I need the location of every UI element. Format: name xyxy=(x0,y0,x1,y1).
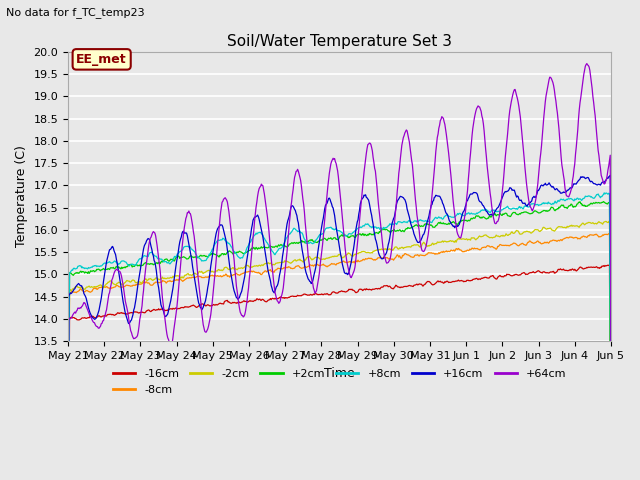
-16cm xyxy=(421,281,429,287)
+64cm xyxy=(421,246,429,252)
X-axis label: Time: Time xyxy=(324,367,355,380)
+64cm xyxy=(74,305,82,311)
Title: Soil/Water Temperature Set 3: Soil/Water Temperature Set 3 xyxy=(227,34,452,49)
+8cm xyxy=(130,262,138,267)
+8cm xyxy=(74,264,82,269)
+16cm xyxy=(421,227,429,233)
+16cm xyxy=(185,240,193,246)
Line: -8cm: -8cm xyxy=(68,233,611,480)
-16cm xyxy=(604,262,612,268)
-2cm xyxy=(130,277,138,283)
-2cm xyxy=(421,241,429,247)
-8cm xyxy=(185,276,193,281)
+64cm xyxy=(185,208,193,214)
+64cm xyxy=(607,412,615,418)
+2cm xyxy=(421,221,429,227)
-8cm xyxy=(74,288,82,294)
-2cm xyxy=(185,272,193,277)
Line: +64cm: +64cm xyxy=(68,63,611,480)
-16cm xyxy=(130,309,138,315)
+2cm xyxy=(406,226,413,231)
+8cm xyxy=(406,217,413,223)
-8cm xyxy=(421,252,429,258)
+64cm xyxy=(130,336,138,342)
-16cm xyxy=(74,317,82,323)
+16cm xyxy=(74,281,82,287)
Line: +8cm: +8cm xyxy=(68,193,611,480)
-2cm xyxy=(406,244,413,250)
+8cm xyxy=(421,218,429,224)
Text: No data for f_TC_temp23: No data for f_TC_temp23 xyxy=(6,7,145,18)
-16cm xyxy=(406,283,413,288)
+8cm xyxy=(185,244,193,250)
-2cm xyxy=(214,268,221,274)
+2cm xyxy=(130,264,138,269)
-16cm xyxy=(185,304,193,310)
-2cm xyxy=(605,218,613,224)
-8cm xyxy=(406,253,413,259)
+2cm xyxy=(185,255,193,261)
-2cm xyxy=(74,284,82,290)
+64cm xyxy=(406,139,413,145)
Text: EE_met: EE_met xyxy=(76,53,127,66)
-8cm xyxy=(605,230,613,236)
+16cm xyxy=(214,226,221,232)
+16cm xyxy=(130,307,138,313)
+2cm xyxy=(600,199,607,204)
+2cm xyxy=(74,270,82,276)
Line: +2cm: +2cm xyxy=(68,202,611,480)
+8cm xyxy=(600,190,608,196)
Y-axis label: Temperature (C): Temperature (C) xyxy=(15,145,28,247)
Line: +16cm: +16cm xyxy=(68,175,611,480)
+64cm xyxy=(214,241,221,247)
-8cm xyxy=(130,282,138,288)
+16cm xyxy=(607,429,615,434)
+8cm xyxy=(214,238,221,243)
+16cm xyxy=(406,214,413,220)
Line: -16cm: -16cm xyxy=(68,265,611,480)
Line: -2cm: -2cm xyxy=(68,221,611,480)
-8cm xyxy=(214,273,221,278)
+2cm xyxy=(214,253,221,259)
+64cm xyxy=(583,60,591,66)
+16cm xyxy=(607,172,614,178)
-16cm xyxy=(214,302,221,308)
Legend: -16cm, -8cm, -2cm, +2cm, +8cm, +16cm, +64cm: -16cm, -8cm, -2cm, +2cm, +8cm, +16cm, +6… xyxy=(108,365,571,399)
